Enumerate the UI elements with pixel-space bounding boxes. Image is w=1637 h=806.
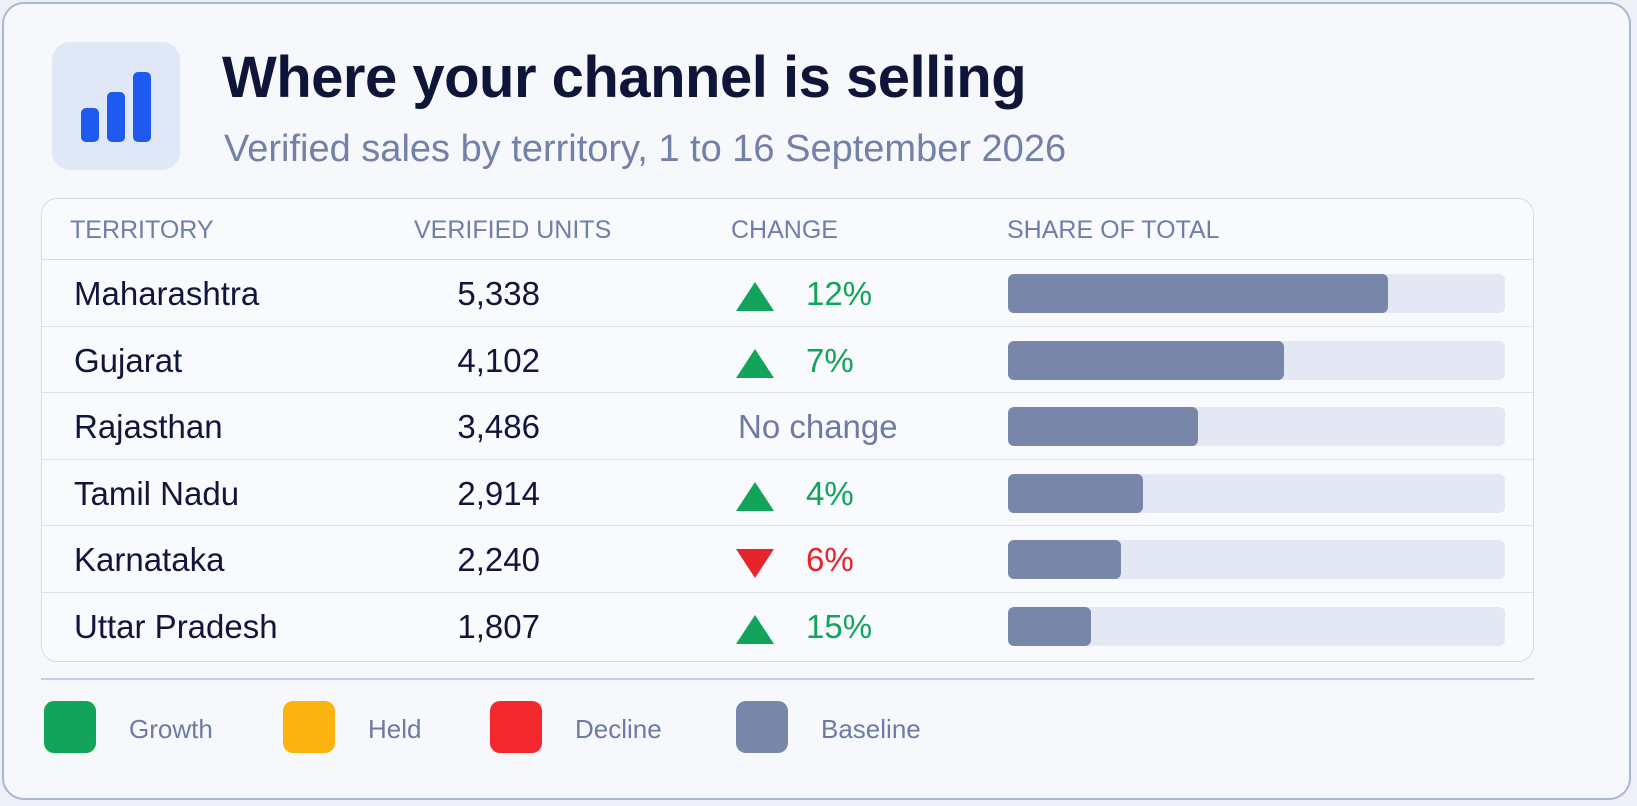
triangle-up-icon <box>736 348 774 378</box>
share-bar-fill <box>1008 606 1091 646</box>
territory-name: Karnataka <box>74 541 225 578</box>
bar-chart-icon <box>52 42 180 170</box>
territory-name: Maharashtra <box>74 275 260 312</box>
share-bar-track <box>1008 340 1505 380</box>
column-header-share: SHARE OF TOTAL <box>1007 216 1220 244</box>
share-bar-track <box>1008 473 1505 513</box>
triangle-up-icon <box>736 481 774 511</box>
verified-units: 2,240 <box>457 541 540 578</box>
table-header: TERRITORY VERIFIED UNITS CHANGE SHARE OF… <box>42 199 1533 260</box>
triangle-up-icon <box>736 282 774 311</box>
verified-units: 1,807 <box>457 607 540 645</box>
verified-units: 3,486 <box>457 408 540 445</box>
territory-name: Uttar Pradesh <box>74 607 278 645</box>
share-bar-track <box>1008 274 1505 313</box>
territory-name: Tamil Nadu <box>74 474 240 512</box>
verified-units: 4,102 <box>457 341 540 379</box>
column-header-verified-units: VERIFIED UNITS <box>414 216 612 244</box>
share-bar-fill <box>1008 540 1122 579</box>
triangle-down-icon <box>736 549 774 578</box>
change-value: 12% <box>806 275 873 312</box>
change-value: 4% <box>806 474 854 512</box>
column-header-territory: TERRITORY <box>70 216 214 244</box>
share-bar-track <box>1008 407 1505 446</box>
legend-swatch <box>490 701 542 753</box>
legend-label: Growth <box>129 714 213 744</box>
legend-label: Decline <box>575 714 662 744</box>
legend-swatch <box>44 701 96 753</box>
table-row: Maharashtra 5,338 12% <box>42 260 1533 327</box>
territory-table: TERRITORY VERIFIED UNITS CHANGE SHARE OF… <box>41 198 1534 662</box>
legend: Growth Held Decline Baseline <box>44 701 1444 757</box>
table-row: Uttar Pradesh 1,807 15% <box>42 593 1533 660</box>
change-value: 6% <box>806 541 854 578</box>
table-row: Karnataka 2,240 6% <box>42 526 1533 593</box>
share-bar-track <box>1008 540 1505 579</box>
share-bar-fill <box>1008 340 1284 380</box>
table-row: Rajasthan 3,486 No change <box>42 393 1533 460</box>
change-value: 7% <box>806 341 854 379</box>
verified-units: 5,338 <box>457 275 540 312</box>
column-header-change: CHANGE <box>731 216 838 244</box>
share-bar-track <box>1008 606 1505 646</box>
legend-divider <box>41 678 1534 680</box>
verified-units: 2,914 <box>457 474 540 512</box>
territory-name: Rajasthan <box>74 408 223 445</box>
share-bar-fill <box>1008 473 1144 513</box>
table-row: Gujarat 4,102 7% <box>42 327 1533 393</box>
triangle-up-icon <box>736 614 774 644</box>
page-title: Where your channel is selling <box>222 45 1027 110</box>
share-bar-fill <box>1008 407 1199 446</box>
legend-swatch <box>283 701 335 753</box>
change-value: No change <box>738 408 898 445</box>
territory-name: Gujarat <box>74 341 183 379</box>
table-row: Tamil Nadu 2,914 4% <box>42 460 1533 526</box>
legend-swatch <box>736 701 788 753</box>
table-body: Maharashtra 5,338 12% Gujarat 4,102 7% Rajasth… <box>42 260 1533 659</box>
legend-label: Baseline <box>821 714 921 744</box>
page-subtitle: Verified sales by territory, 1 to 16 Sep… <box>224 128 1067 170</box>
change-value: 15% <box>806 607 873 645</box>
share-bar-fill <box>1008 274 1389 313</box>
legend-label: Held <box>368 714 422 744</box>
